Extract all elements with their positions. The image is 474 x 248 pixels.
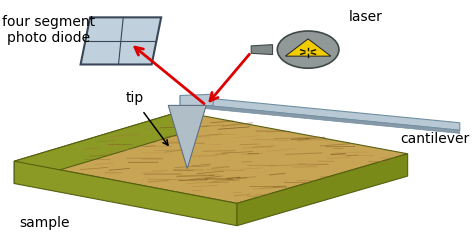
Text: cantilever: cantilever [400,132,469,146]
Polygon shape [251,45,273,55]
Text: sample: sample [19,216,70,230]
Polygon shape [180,94,213,107]
Polygon shape [14,112,180,184]
Polygon shape [285,39,331,56]
Polygon shape [14,161,237,226]
Polygon shape [168,105,206,169]
Polygon shape [180,103,460,133]
Polygon shape [180,95,460,130]
Polygon shape [81,17,161,64]
Polygon shape [237,154,408,226]
Polygon shape [14,112,408,203]
Text: laser: laser [348,10,382,24]
Text: four segment
photo diode: four segment photo diode [2,15,95,45]
Text: tip: tip [126,92,144,105]
Ellipse shape [277,31,339,68]
